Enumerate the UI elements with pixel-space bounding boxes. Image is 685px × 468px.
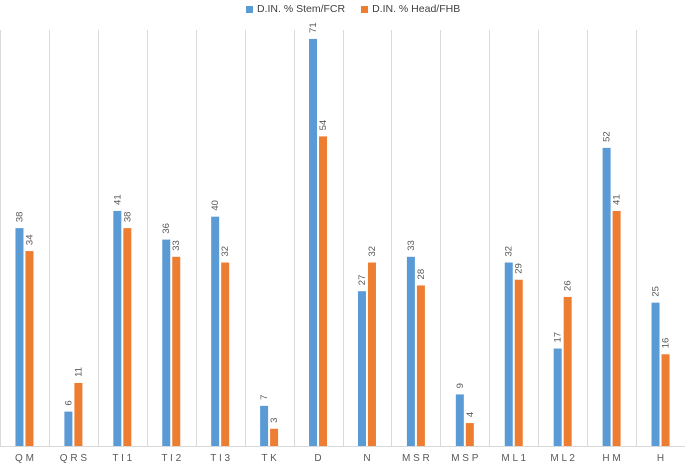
legend-label-head: D.IN. % Head/FHB bbox=[372, 3, 461, 15]
data-label: 71 bbox=[308, 22, 319, 33]
bar-head-9 bbox=[465, 423, 474, 446]
bar-stem-1 bbox=[64, 411, 73, 446]
x-tick-label: H bbox=[657, 453, 664, 463]
data-label: 38 bbox=[122, 212, 133, 223]
x-tick-label: T I 3 bbox=[210, 453, 230, 463]
data-label: 34 bbox=[24, 234, 35, 245]
x-tick-label: T K bbox=[261, 453, 277, 463]
bar-head-0 bbox=[25, 251, 34, 446]
x-tick-label: M L 2 bbox=[550, 453, 575, 463]
data-label: 26 bbox=[563, 280, 574, 291]
bar-head-4 bbox=[221, 262, 230, 446]
bar-head-2 bbox=[123, 228, 132, 446]
bar-head-6 bbox=[319, 136, 328, 446]
bar-stem-9 bbox=[455, 394, 464, 446]
x-tick-label: H M bbox=[602, 453, 620, 463]
data-label: 11 bbox=[73, 367, 84, 377]
bar-stem-0 bbox=[15, 228, 24, 446]
bar-stem-2 bbox=[113, 210, 122, 446]
x-tick-label: T I 1 bbox=[112, 453, 132, 463]
bar-head-7 bbox=[367, 262, 376, 446]
bar-head-1 bbox=[74, 382, 83, 446]
x-tick-label: M S P bbox=[451, 453, 479, 463]
data-label: 27 bbox=[357, 275, 368, 286]
bar-head-12 bbox=[612, 210, 621, 446]
bar-stem-13 bbox=[651, 302, 660, 446]
chart-legend: D.IN. % Stem/FCR D.IN. % Head/FHB bbox=[246, 3, 460, 15]
data-label: 28 bbox=[416, 269, 427, 280]
data-label: 3 bbox=[269, 418, 280, 423]
x-tick-label: D bbox=[314, 453, 321, 463]
bar-head-13 bbox=[661, 354, 670, 446]
legend-swatch-head bbox=[361, 5, 369, 13]
data-label: 25 bbox=[651, 286, 662, 297]
data-label: 7 bbox=[259, 395, 270, 400]
data-label: 16 bbox=[661, 338, 672, 349]
bar-stem-11 bbox=[553, 348, 562, 446]
data-label: 52 bbox=[602, 131, 613, 142]
x-tick-label: M S R bbox=[402, 453, 430, 463]
bar-head-10 bbox=[514, 279, 523, 446]
data-label: 17 bbox=[553, 332, 564, 343]
x-tick-label: M L 1 bbox=[501, 453, 526, 463]
bar-stem-7 bbox=[357, 291, 366, 446]
data-label: 4 bbox=[465, 412, 476, 417]
bar-head-3 bbox=[172, 256, 181, 446]
bar-stem-8 bbox=[406, 256, 415, 446]
data-label: 54 bbox=[318, 120, 329, 131]
bar-stem-10 bbox=[504, 262, 513, 446]
bar-stem-3 bbox=[162, 239, 171, 446]
legend-label-stem: D.IN. % Stem/FCR bbox=[257, 3, 346, 15]
bar-head-5 bbox=[270, 428, 279, 446]
bar-stem-12 bbox=[602, 147, 611, 446]
bar-stem-6 bbox=[309, 38, 318, 446]
data-label: 40 bbox=[210, 200, 221, 211]
data-label: 32 bbox=[220, 246, 231, 257]
data-label: 33 bbox=[171, 240, 182, 251]
data-label: 38 bbox=[14, 212, 25, 223]
x-tick-label: N bbox=[363, 453, 370, 463]
data-label: 36 bbox=[161, 223, 172, 234]
data-label: 41 bbox=[112, 194, 123, 205]
x-tick-label: Q M bbox=[15, 453, 34, 463]
data-label: 6 bbox=[63, 400, 74, 405]
data-label: 29 bbox=[514, 263, 525, 274]
x-tick-label: Q R S bbox=[60, 453, 88, 463]
bar-stem-5 bbox=[260, 405, 269, 446]
x-tick-label: T I 2 bbox=[161, 453, 181, 463]
data-label: 32 bbox=[504, 246, 515, 257]
bar-stem-4 bbox=[211, 216, 220, 446]
data-label: 41 bbox=[612, 194, 623, 205]
data-label: 33 bbox=[406, 240, 417, 251]
data-label: 32 bbox=[367, 246, 378, 257]
data-label: 9 bbox=[455, 383, 466, 388]
legend-item-head: D.IN. % Head/FHB bbox=[361, 3, 460, 15]
bar-head-8 bbox=[416, 285, 425, 446]
legend-swatch-stem bbox=[246, 5, 253, 13]
legend-item-stem: D.IN. % Stem/FCR bbox=[246, 3, 345, 15]
bar-head-11 bbox=[563, 296, 572, 446]
